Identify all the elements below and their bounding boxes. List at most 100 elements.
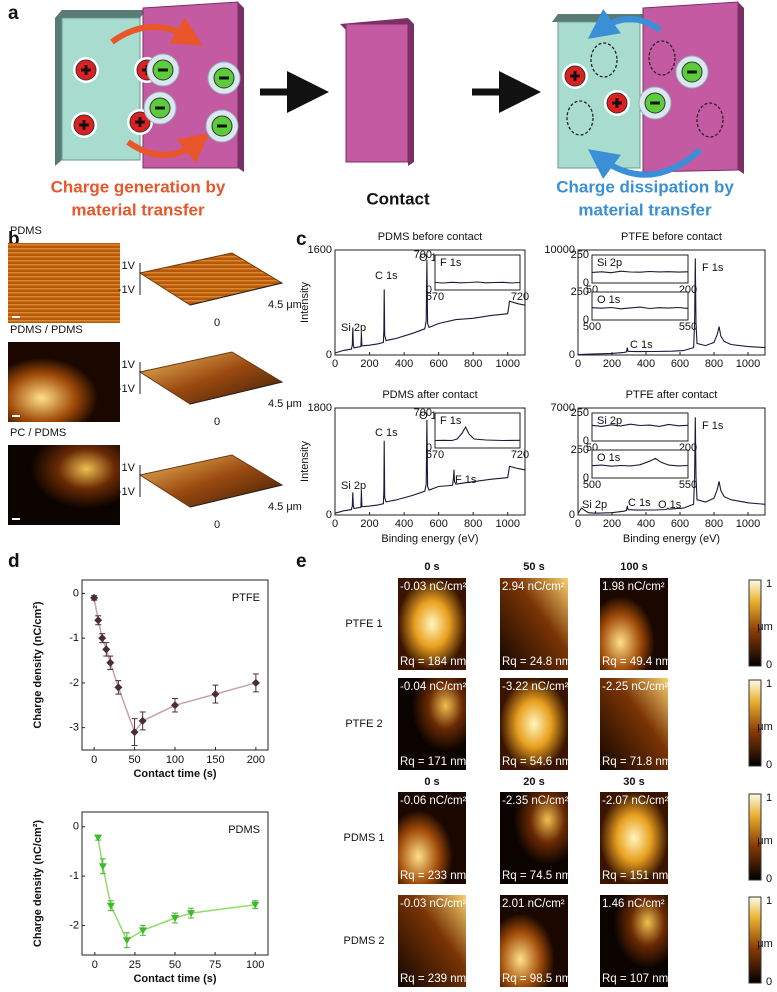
y-axis-label: Intensity <box>299 441 311 482</box>
colorbar-tick: 1 <box>766 578 772 590</box>
peak-label: C 1s <box>628 497 651 509</box>
x-tick-label: 200 <box>360 518 378 530</box>
colorbar-tick: 0 <box>766 759 772 771</box>
y-tick-label: 0 <box>569 509 575 521</box>
marker <box>98 863 107 871</box>
charge-label: -2.25 nC/cm² <box>602 681 669 693</box>
chart-title: PTFE <box>232 592 260 604</box>
colorbar <box>748 579 762 667</box>
caption: material transfer <box>578 200 712 219</box>
x-tick-label: 100 <box>166 754 184 766</box>
marker <box>90 593 99 602</box>
marker <box>94 616 103 625</box>
plot-frame <box>434 412 521 449</box>
time-header: 50 s <box>523 561 544 573</box>
marker <box>106 902 115 910</box>
data-line <box>591 423 689 427</box>
charge-label: -0.06 nC/cm² <box>400 795 467 807</box>
colorbar-unit: μm <box>757 835 773 847</box>
colorbar <box>748 679 762 767</box>
x-tick-label: 1000 <box>495 358 519 370</box>
x-tick-label: 670 <box>426 291 444 303</box>
data-line <box>97 837 256 942</box>
panel-letter: b <box>8 229 20 250</box>
y-tick-label: 700 <box>414 407 432 419</box>
y-tick-label: 0 <box>426 284 432 296</box>
inset-title: Si 2p <box>597 415 622 427</box>
afm-image <box>398 578 466 670</box>
xy-tick-label: 0 <box>214 416 220 428</box>
y-tick-label: 0 <box>583 472 589 484</box>
panel-letter: d <box>8 551 20 572</box>
x-tick-label: 1000 <box>736 358 760 370</box>
peak-label: C 1s <box>375 270 398 282</box>
chart-title: PDMS <box>228 824 260 836</box>
plot-frame <box>334 407 526 516</box>
marker <box>251 901 260 909</box>
peak-label: Si 2p <box>341 322 366 334</box>
time-header: 100 s <box>620 561 648 573</box>
y-tick-label: 10000 <box>544 244 575 256</box>
caption: Charge dissipation by <box>556 177 734 196</box>
plot-frame <box>591 291 689 321</box>
marker <box>138 716 147 725</box>
charge-label: -3.22 nC/cm² <box>502 681 569 693</box>
y-tick-label: -2 <box>69 919 79 931</box>
y-axis-label: Charge density (nC/cm²) <box>32 601 44 728</box>
y-tick-label: 250 <box>571 249 589 261</box>
charge-label: 1.46 nC/cm² <box>602 898 665 910</box>
peak-label: F 1s <box>702 262 724 274</box>
inset-bg <box>592 255 688 283</box>
afm-image <box>500 895 568 987</box>
rq-label: Rq = 171 nm <box>400 756 466 768</box>
data-line <box>591 457 689 467</box>
x-tick-label: 400 <box>395 358 413 370</box>
rq-label: Rq = 49.4 nm <box>602 656 671 668</box>
marker <box>122 937 131 945</box>
charge-label: 2.94 nC/cm² <box>502 581 565 593</box>
z-tick-label: 1V <box>122 260 136 272</box>
x-tick-label: 0 <box>575 518 581 530</box>
x-tick-label: 800 <box>464 518 482 530</box>
afm-image <box>398 895 466 987</box>
colorbar-tick: 1 <box>766 678 772 690</box>
y-tick-label: 0 <box>326 349 332 361</box>
marker <box>102 645 111 654</box>
y-tick-label: 1600 <box>308 244 332 256</box>
x-tick-label: 550 <box>679 479 697 491</box>
y-axis-label: Charge density (nC/cm²) <box>32 820 44 947</box>
inset-bg <box>592 292 688 320</box>
x-tick-label: 75 <box>209 959 221 971</box>
afm-image <box>500 792 568 884</box>
y-tick-label: 1800 <box>308 402 332 414</box>
xy-tick-label: 0 <box>214 519 220 531</box>
marker <box>171 701 179 710</box>
marker <box>98 634 107 643</box>
afm-image <box>500 678 568 770</box>
row-label: PTFE 1 <box>345 618 382 630</box>
inset-title: F 1s <box>440 257 462 269</box>
inset-bg <box>592 413 688 441</box>
inset-title: O 1s <box>597 452 621 464</box>
data-line <box>577 417 766 514</box>
x-axis-label: Contact time (s) <box>133 973 216 985</box>
x-tick-label: 0 <box>575 358 581 370</box>
z-tick-label: -1V <box>118 284 136 296</box>
data-line <box>591 270 689 274</box>
y-tick-label: 0 <box>583 277 589 289</box>
axis-3d <box>189 381 283 405</box>
row-label: PDMS <box>10 225 42 237</box>
afm-image <box>398 678 466 770</box>
x-tick-label: 720 <box>511 291 529 303</box>
afm-image <box>600 792 668 884</box>
x-axis-label: Binding energy (eV) <box>623 533 720 545</box>
x-tick-label: 600 <box>429 358 447 370</box>
y-tick-label: 0 <box>73 821 79 833</box>
colorbar-tick: 0 <box>766 976 772 988</box>
marker <box>251 678 260 687</box>
x-tick-label: 0 <box>92 959 98 971</box>
x-tick-label: 600 <box>429 518 447 530</box>
afm-image <box>600 678 668 770</box>
marker <box>187 910 196 918</box>
